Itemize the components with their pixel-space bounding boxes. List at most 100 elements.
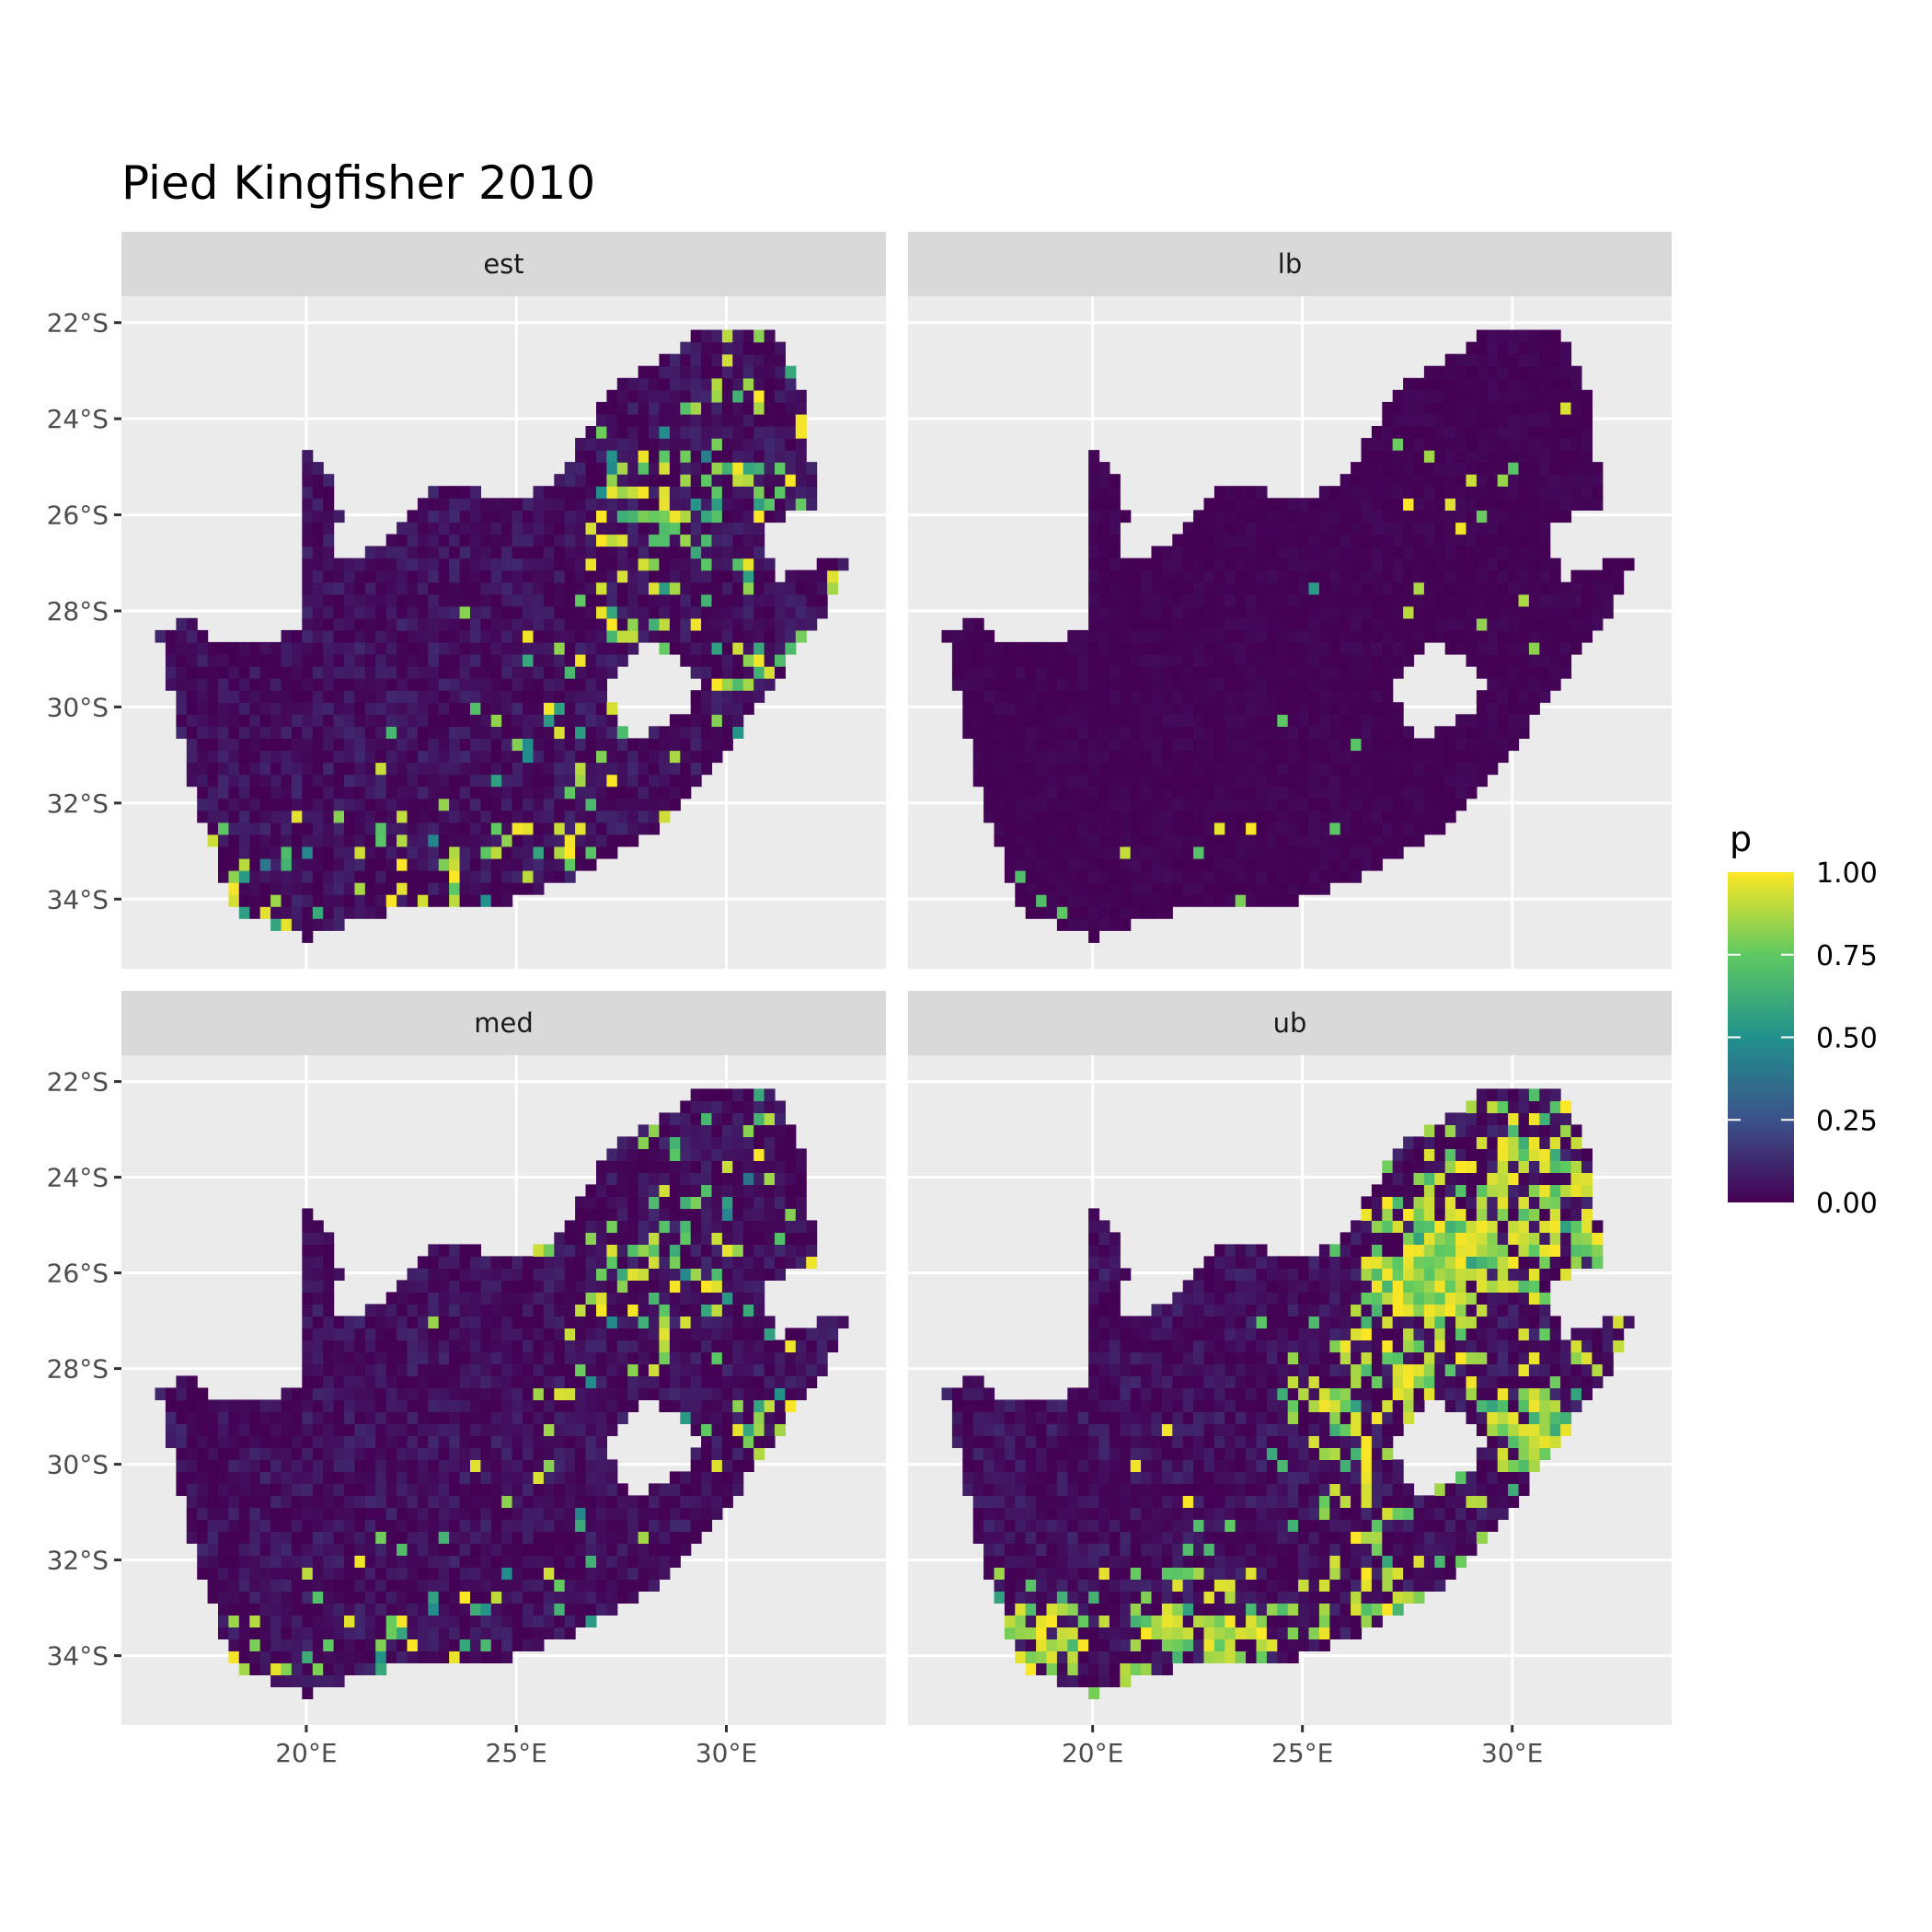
raster-cell	[1141, 629, 1153, 643]
raster-cell	[1476, 462, 1488, 475]
raster-cell	[312, 1591, 324, 1604]
raster-cell	[1581, 593, 1593, 607]
raster-cell	[564, 678, 576, 691]
raster-cell	[1329, 738, 1341, 752]
raster-cell	[1046, 845, 1058, 859]
raster-cell	[428, 641, 440, 655]
raster-cell	[1067, 750, 1079, 764]
raster-cell	[238, 798, 250, 811]
raster-cell	[1329, 762, 1341, 776]
raster-cell	[523, 1268, 534, 1281]
raster-cell	[438, 1304, 450, 1317]
raster-cell	[1287, 762, 1299, 776]
raster-cell	[1109, 498, 1121, 511]
raster-cell	[364, 641, 376, 655]
raster-cell	[1382, 810, 1394, 823]
raster-cell	[669, 762, 681, 776]
raster-cell	[354, 558, 366, 571]
raster-cell	[1193, 510, 1205, 523]
raster-cell	[1287, 569, 1299, 583]
raster-cell	[238, 1615, 250, 1627]
raster-cell	[523, 1304, 534, 1317]
raster-cell	[1203, 882, 1215, 895]
raster-cell	[1225, 774, 1236, 788]
raster-cell	[523, 1471, 534, 1484]
raster-cell	[1225, 894, 1236, 907]
raster-cell	[238, 1531, 250, 1544]
raster-cell	[1329, 750, 1341, 764]
raster-cell	[585, 678, 597, 691]
raster-cell	[259, 1591, 271, 1604]
raster-cell	[407, 1603, 419, 1616]
raster-cell	[1213, 810, 1225, 823]
raster-cell	[1098, 762, 1110, 776]
raster-cell	[585, 1351, 597, 1364]
raster-cell	[575, 1351, 587, 1364]
raster-cell	[512, 593, 523, 607]
raster-cell	[364, 834, 376, 847]
raster-cell	[1161, 870, 1173, 883]
raster-cell	[1382, 522, 1394, 535]
raster-cell	[397, 666, 408, 679]
raster-cell	[585, 1555, 597, 1568]
raster-cell	[659, 569, 671, 583]
raster-cell	[428, 870, 440, 883]
raster-cell	[564, 486, 576, 499]
raster-cell	[575, 641, 587, 655]
raster-cell	[1161, 666, 1173, 679]
raster-cell	[649, 365, 660, 379]
raster-cell	[449, 1627, 461, 1639]
raster-cell	[816, 605, 828, 619]
raster-cell	[585, 462, 597, 475]
raster-cell	[680, 726, 692, 739]
raster-cell	[543, 617, 555, 631]
raster-cell	[291, 1507, 303, 1520]
raster-cell	[1036, 810, 1048, 823]
raster-cell	[1203, 534, 1215, 547]
raster-cell	[333, 629, 345, 643]
raster-cell	[585, 1208, 597, 1221]
raster-cell	[459, 1387, 471, 1400]
raster-cell	[554, 654, 566, 667]
raster-cell	[775, 581, 786, 595]
raster-cell	[962, 690, 974, 703]
raster-cell	[638, 629, 650, 643]
raster-cell	[1141, 702, 1153, 715]
raster-cell	[1487, 593, 1499, 607]
raster-cell	[428, 857, 440, 871]
raster-cell	[1497, 702, 1509, 715]
raster-cell	[270, 882, 282, 895]
raster-cell	[1046, 678, 1058, 691]
raster-cell	[259, 750, 271, 764]
raster-cell	[281, 1447, 293, 1460]
raster-cell	[323, 1375, 335, 1388]
raster-cell	[1098, 617, 1110, 631]
raster-cell	[291, 666, 303, 679]
raster-cell	[1287, 822, 1299, 835]
raster-cell	[1476, 593, 1488, 607]
raster-cell	[1161, 774, 1173, 788]
raster-cell	[533, 666, 545, 679]
raster-cell	[354, 1316, 366, 1328]
raster-cell	[375, 714, 387, 727]
raster-cell	[385, 1507, 397, 1520]
raster-cell	[375, 1399, 387, 1412]
raster-cell	[1182, 786, 1194, 799]
raster-cell	[207, 1555, 219, 1568]
raster-cell	[249, 1531, 261, 1544]
raster-cell	[1403, 389, 1415, 403]
raster-cell	[554, 726, 566, 739]
raster-cell	[564, 750, 576, 764]
raster-cell	[397, 654, 408, 667]
raster-cell	[564, 774, 576, 788]
raster-cell	[470, 857, 481, 871]
raster-cell	[344, 641, 355, 655]
raster-cell	[1329, 726, 1341, 739]
raster-cell	[585, 845, 597, 859]
raster-cell	[407, 654, 419, 667]
raster-cell	[249, 786, 261, 799]
raster-cell	[1549, 678, 1561, 691]
raster-cell	[627, 401, 639, 415]
raster-cell	[438, 605, 450, 619]
raster-cell	[1246, 654, 1258, 667]
